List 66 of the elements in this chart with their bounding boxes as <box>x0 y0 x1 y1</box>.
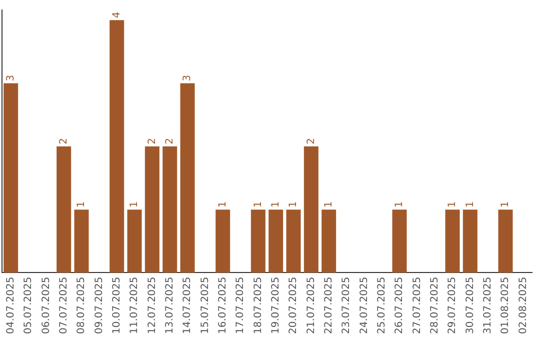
bar <box>162 146 178 273</box>
x-tick-label: 12.07.2025 <box>146 276 158 334</box>
bar <box>286 210 301 273</box>
data-label: 4 <box>111 12 122 18</box>
bar <box>4 83 18 273</box>
data-label: 1 <box>394 201 406 208</box>
data-label: 1 <box>217 201 228 208</box>
x-tick-label: 08.07.2025 <box>76 276 88 334</box>
x-tick-label: 22.07.2025 <box>323 276 334 334</box>
x-tick-label: 19.07.2025 <box>270 276 282 334</box>
x-tick-label: 24.07.2025 <box>358 276 370 334</box>
bar <box>392 210 407 273</box>
x-tick-label: 21.07.2025 <box>306 276 317 334</box>
bar <box>216 210 230 273</box>
x-tick-label: 31.07.2025 <box>482 276 494 334</box>
x-tick-label: 25.07.2025 <box>376 276 388 334</box>
data-label: 1 <box>288 201 300 208</box>
data-label: 3 <box>5 74 16 82</box>
data-label: 1 <box>129 201 140 208</box>
x-tick-label: 04.07.2025 <box>5 276 16 334</box>
x-tick-label: 11.07.2025 <box>129 276 140 334</box>
data-label: 1 <box>500 201 512 208</box>
data-label: 2 <box>58 138 70 144</box>
x-tick-label: 01.08.2025 <box>500 276 512 334</box>
data-label: 2 <box>146 138 158 144</box>
data-label: 2 <box>164 138 176 144</box>
x-tick-label: 09.07.2025 <box>94 276 105 334</box>
x-tick-label: 06.07.2025 <box>40 276 52 334</box>
bar <box>322 210 336 273</box>
data-label: 1 <box>323 201 334 208</box>
data-label: 1 <box>270 201 282 208</box>
data-label: 2 <box>306 138 317 144</box>
bar <box>127 210 142 273</box>
x-tick-label: 15.07.2025 <box>200 276 211 334</box>
x-tick-label: 13.07.2025 <box>164 276 176 334</box>
x-tick-label: 23.07.2025 <box>341 276 352 334</box>
x-tick-label: 16.07.2025 <box>217 276 228 334</box>
bar <box>74 210 89 273</box>
data-label: 1 <box>76 201 88 208</box>
bar <box>445 210 460 273</box>
x-tick-label: 10.07.2025 <box>111 276 122 334</box>
x-tick-label: 28.07.2025 <box>429 276 440 334</box>
bar <box>268 210 284 273</box>
x-tick-label: 27.07.2025 <box>412 276 423 334</box>
x-tick-label: 18.07.2025 <box>252 276 264 334</box>
bar <box>110 20 124 273</box>
data-label: 1 <box>464 201 476 208</box>
bar <box>180 83 195 273</box>
bar <box>498 210 513 273</box>
bar <box>56 146 72 273</box>
data-label: 1 <box>252 201 264 208</box>
bar <box>304 146 318 273</box>
bar <box>462 210 478 273</box>
bar <box>250 210 266 273</box>
data-label: 1 <box>447 201 458 208</box>
x-tick-label: 26.07.2025 <box>394 276 406 334</box>
x-tick-label: 20.07.2025 <box>288 276 300 334</box>
x-tick-label: 07.07.2025 <box>58 276 70 334</box>
data-label: 3 <box>182 74 194 82</box>
x-tick-label: 14.07.2025 <box>182 276 194 334</box>
x-tick-label: 05.07.2025 <box>23 276 34 334</box>
x-tick-label: 17.07.2025 <box>235 276 246 334</box>
bar <box>144 146 160 273</box>
x-tick-label: 30.07.2025 <box>464 276 476 334</box>
x-tick-label: 29.07.2025 <box>447 276 458 334</box>
x-tick-label: 02.08.2025 <box>518 276 529 334</box>
